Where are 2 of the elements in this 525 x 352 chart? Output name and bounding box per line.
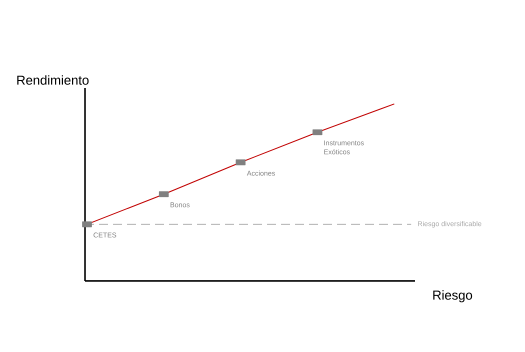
- y-axis-title: Rendimiento: [17, 75, 89, 85]
- x-axis-title: Riesgo: [433, 290, 472, 302]
